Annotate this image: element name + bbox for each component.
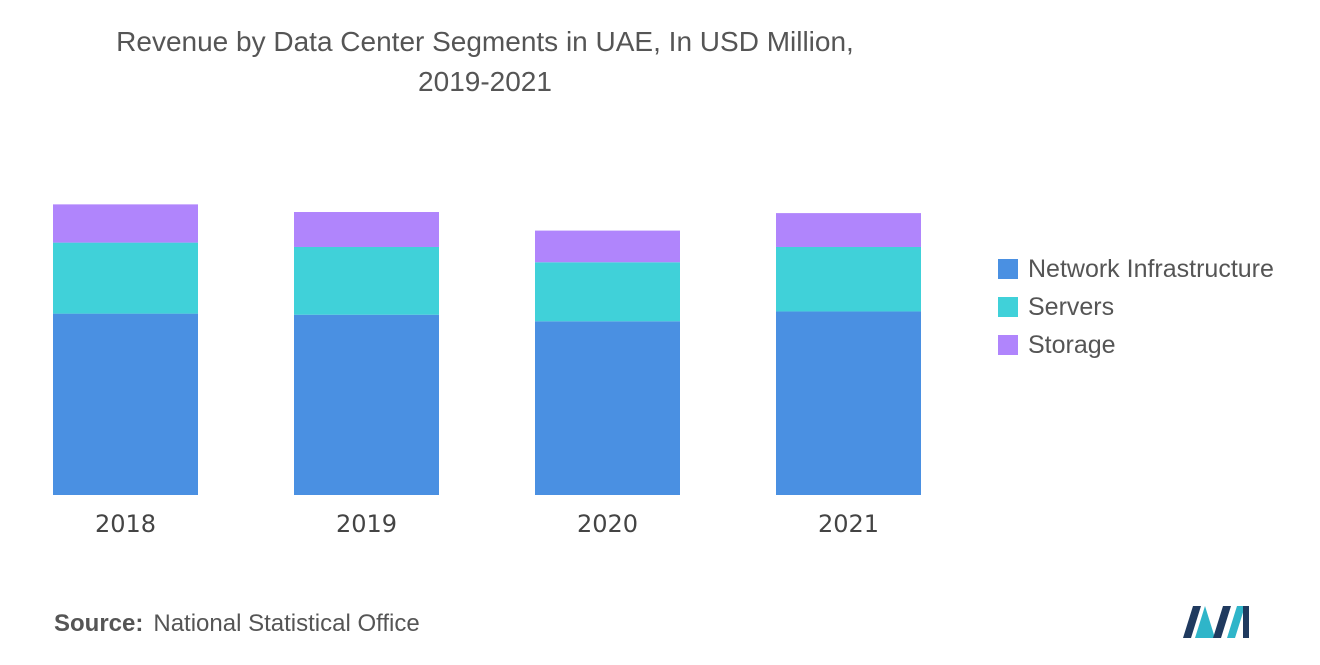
bar-segment-2020-storage — [535, 230, 680, 263]
legend-label: Servers — [1028, 292, 1115, 321]
bar-segment-2018-storage — [53, 204, 198, 243]
chart-title: Revenue by Data Center Segments in UAE, … — [0, 22, 970, 102]
bar-segment-2019-servers — [294, 246, 439, 315]
legend-item-servers: Servers — [998, 288, 1274, 326]
x-tick-label-2018: 2018 — [95, 510, 156, 538]
bar-segment-2018-servers — [53, 242, 198, 314]
source-note: Source: National Statistical Office — [54, 610, 420, 638]
x-tick-label-2020: 2020 — [577, 510, 638, 538]
legend-item-storage: Storage — [998, 326, 1274, 364]
chart-title-line-1: Revenue by Data Center Segments in UAE, … — [116, 26, 854, 57]
legend-swatch — [998, 259, 1018, 279]
legend-swatch — [998, 335, 1018, 355]
bar-segment-2021-servers — [776, 246, 921, 312]
bar-segment-2019-storage — [294, 212, 439, 247]
mordor-intelligence-logo-icon — [1183, 606, 1249, 638]
source-label: Source: — [54, 610, 144, 637]
x-axis-labels: 2018 2019 2020 2021 — [95, 510, 879, 538]
x-tick-label-2021: 2021 — [818, 510, 879, 538]
bar-segment-2019-network-infrastructure — [294, 314, 439, 495]
bar-segment-2020-servers — [535, 262, 680, 322]
legend-swatch — [998, 297, 1018, 317]
legend-item-network-infrastructure: Network Infrastructure — [998, 250, 1274, 288]
bar-segment-2018-network-infrastructure — [53, 313, 198, 495]
bars-layer — [53, 204, 921, 495]
bar-segment-2021-storage — [776, 213, 921, 247]
chart-legend: Network Infrastructure Servers Storage — [998, 250, 1274, 364]
x-tick-label-2019: 2019 — [336, 510, 397, 538]
chart-title-line-2: 2019-2021 — [418, 66, 552, 97]
legend-label: Network Infrastructure — [1028, 254, 1274, 283]
bar-segment-2020-network-infrastructure — [535, 321, 680, 495]
bar-segment-2021-network-infrastructure — [776, 311, 921, 495]
source-text: National Statistical Office — [153, 610, 420, 637]
legend-label: Storage — [1028, 330, 1116, 359]
